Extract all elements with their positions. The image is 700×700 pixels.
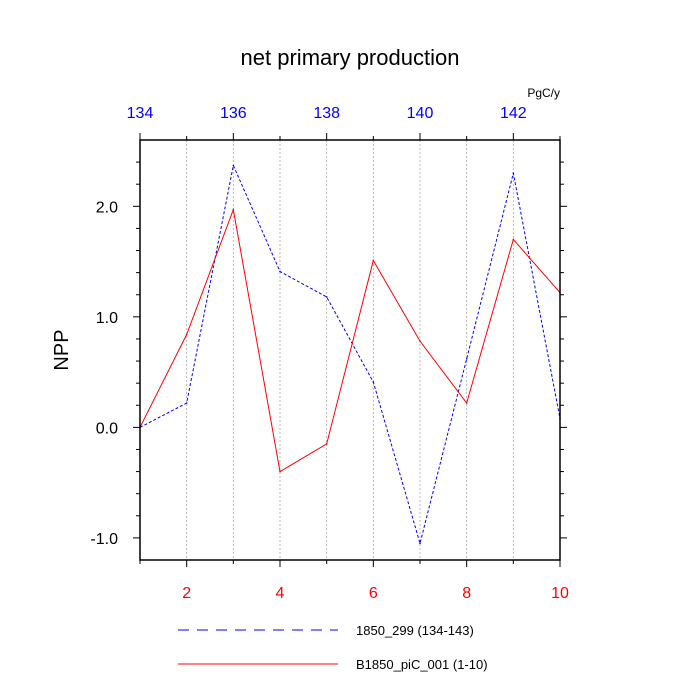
x-top-tick-label: 138	[313, 105, 340, 122]
x-bottom-tick-label: 4	[276, 585, 285, 602]
data-point	[185, 333, 188, 336]
data-point	[185, 402, 188, 404]
series-line-1	[139, 163, 561, 546]
data-point	[325, 296, 328, 298]
grid-lines	[186, 140, 514, 560]
x-top-tick-label: 142	[500, 105, 527, 122]
data-point	[512, 172, 515, 174]
data-point	[512, 238, 515, 241]
data-point	[325, 443, 328, 445]
y-tick-label: 2.0	[96, 199, 118, 216]
x-bottom-tick-label: 6	[369, 585, 378, 602]
y-tick-label: 1.0	[96, 310, 118, 327]
data-point	[232, 208, 235, 211]
x-top-tick-label: 140	[407, 105, 434, 122]
data-point	[465, 358, 468, 360]
legend-label-2: B1850_piC_001 (1-10)	[356, 657, 488, 672]
data-point	[232, 164, 235, 167]
legend-label-1: 1850_299 (134-143)	[356, 623, 474, 638]
series-lines	[139, 163, 561, 546]
plot-frame	[139, 139, 561, 561]
data-point	[465, 402, 468, 404]
data-point	[372, 259, 375, 262]
data-point	[279, 470, 281, 473]
chart-title: net primary production	[241, 45, 460, 70]
data-point	[279, 270, 281, 273]
data-point	[419, 542, 421, 545]
y-tick-label: 0.0	[96, 420, 118, 437]
x-top-tick-label: 136	[220, 105, 247, 122]
x-bottom-tick-label: 10	[551, 585, 569, 602]
x-top-tick-label: 134	[127, 105, 154, 122]
series-line-2	[139, 207, 561, 473]
legend: 1850_299 (134-143) B1850_piC_001 (1-10)	[178, 623, 488, 672]
x-bottom-tick-label: 8	[462, 585, 471, 602]
data-point	[372, 381, 375, 383]
x-bottom-tick-label: 2	[182, 585, 191, 602]
y-tick-label: -1.0	[90, 531, 118, 548]
units-label: PgC/y	[527, 86, 560, 100]
data-point	[419, 340, 421, 342]
y-axis-label: NPP	[51, 329, 73, 370]
axis-ticks: 2 4 6 8 10 134 136 138 140 142 -1.0 0.0 1.0 2.0	[90, 105, 569, 602]
